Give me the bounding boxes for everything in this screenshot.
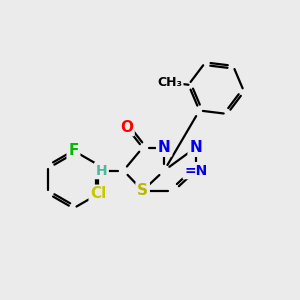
Text: S: S [137,183,148,198]
Text: N: N [158,140,170,155]
Text: F: F [68,143,79,158]
Text: CH₃: CH₃ [157,76,182,89]
Text: =N: =N [184,164,207,178]
Text: H: H [96,164,107,178]
Text: O: O [120,119,133,134]
Text: Cl: Cl [90,186,106,201]
Text: N: N [189,140,202,155]
